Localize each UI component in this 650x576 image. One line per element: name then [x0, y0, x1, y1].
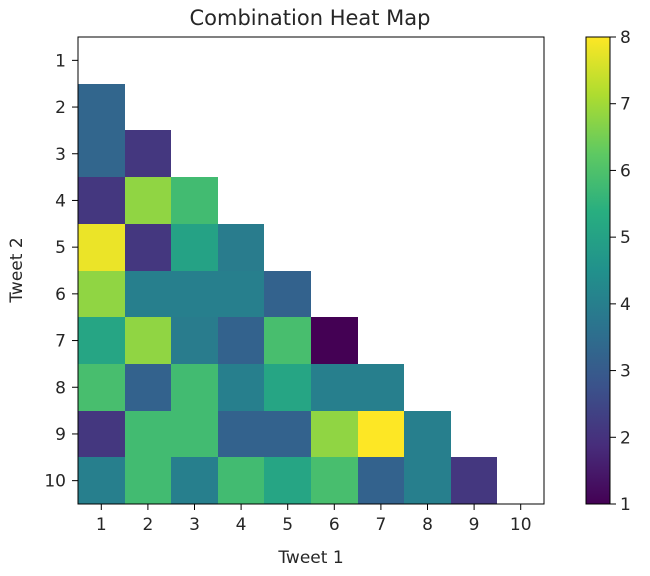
colorbar-tick-label: 3	[620, 362, 631, 382]
heatmap-cell	[404, 457, 451, 504]
heatmap-cell	[171, 317, 218, 364]
colorbar-tick-label: 5	[620, 228, 631, 248]
heatmap-cell	[264, 364, 311, 411]
x-tick-label: 2	[142, 515, 153, 535]
heatmap-cell	[171, 411, 218, 457]
heatmap-cell	[125, 457, 171, 504]
x-tick-label: 4	[236, 515, 247, 535]
colorbar	[585, 36, 611, 505]
heatmap-cell	[218, 224, 264, 271]
heatmap-cell	[218, 411, 264, 457]
heatmap-cell	[264, 457, 311, 504]
heatmap-cell	[78, 364, 125, 411]
heatmap-cell	[171, 224, 218, 271]
heatmap-cell	[311, 317, 358, 364]
heatmap-cell	[358, 457, 404, 504]
heatmap-cell	[125, 130, 171, 177]
heatmap-cell	[358, 411, 404, 457]
heatmap-cell	[171, 177, 218, 224]
heatmap-cells	[78, 84, 497, 504]
y-tick-label: 2	[55, 98, 66, 118]
y-tick-label: 7	[55, 332, 66, 352]
x-tick-label: 8	[422, 515, 433, 535]
heatmap-cell	[78, 84, 125, 130]
colorbar-tick-label: 8	[620, 28, 631, 48]
heatmap-cell	[125, 364, 171, 411]
heatmap-cell	[264, 271, 311, 317]
colorbar-tick-label: 4	[620, 295, 631, 315]
heatmap-cell	[218, 457, 264, 504]
heatmap-cell	[78, 224, 125, 271]
heatmap-cell	[311, 457, 358, 504]
heatmap-cell	[218, 271, 264, 317]
x-tick-label: 10	[510, 515, 532, 535]
plot-frame	[77, 36, 545, 505]
heatmap-cell	[451, 457, 497, 504]
x-tick-label: 9	[469, 515, 480, 535]
y-axis-label: Tweet 2	[7, 237, 27, 303]
heatmap-cell	[78, 317, 125, 364]
colorbar-tick-label: 1	[620, 495, 631, 515]
y-tick-label: 3	[55, 145, 66, 165]
heatmap-cell	[78, 271, 125, 317]
heatmap-cell	[311, 364, 358, 411]
heatmap-cell	[171, 364, 218, 411]
y-axis-ticks: 1 2 3 4 5 6 7 8 9 10	[44, 51, 78, 492]
heatmap-cell	[78, 457, 125, 504]
y-tick-label: 1	[55, 51, 66, 71]
heatmap-cell	[125, 224, 171, 271]
y-tick-label: 9	[55, 425, 66, 445]
heatmap-cell	[125, 271, 171, 317]
chart-title: Combination Heat Map	[189, 6, 430, 30]
x-tick-label: 1	[96, 515, 107, 535]
heatmap-cell	[78, 411, 125, 457]
heatmap-cell	[171, 457, 218, 504]
heatmap-cell	[218, 317, 264, 364]
heatmap-cell	[125, 411, 171, 457]
colorbar-tick-label: 2	[620, 428, 631, 448]
x-tick-label: 7	[375, 515, 386, 535]
y-tick-label: 5	[55, 238, 66, 258]
heatmap-cell	[78, 130, 125, 177]
colorbar-ticks: 1 2 3 4 5 6 7 8	[610, 28, 631, 515]
x-axis-ticks: 1 2 3 4 5 6 7 8 9 10	[96, 504, 532, 535]
heatmap-cell	[358, 364, 404, 411]
heatmap-cell	[264, 411, 311, 457]
heatmap-cell	[125, 177, 171, 224]
colorbar-tick-label: 7	[620, 95, 631, 115]
heatmap-cell	[264, 317, 311, 364]
y-tick-label: 8	[55, 378, 66, 398]
heatmap-cell	[125, 317, 171, 364]
heatmap-cell	[218, 364, 264, 411]
y-tick-label: 6	[55, 285, 66, 305]
y-tick-label: 10	[44, 472, 66, 492]
y-tick-label: 4	[55, 191, 66, 211]
x-tick-label: 3	[189, 515, 200, 535]
heatmap-cell	[311, 411, 358, 457]
colorbar-tick-label: 6	[620, 161, 631, 181]
x-axis-label: Tweet 1	[277, 548, 343, 568]
heatmap-cell	[171, 271, 218, 317]
x-tick-label: 5	[282, 515, 293, 535]
x-tick-label: 6	[329, 515, 340, 535]
heatmap-cell	[78, 177, 125, 224]
heatmap-cell	[404, 411, 451, 457]
